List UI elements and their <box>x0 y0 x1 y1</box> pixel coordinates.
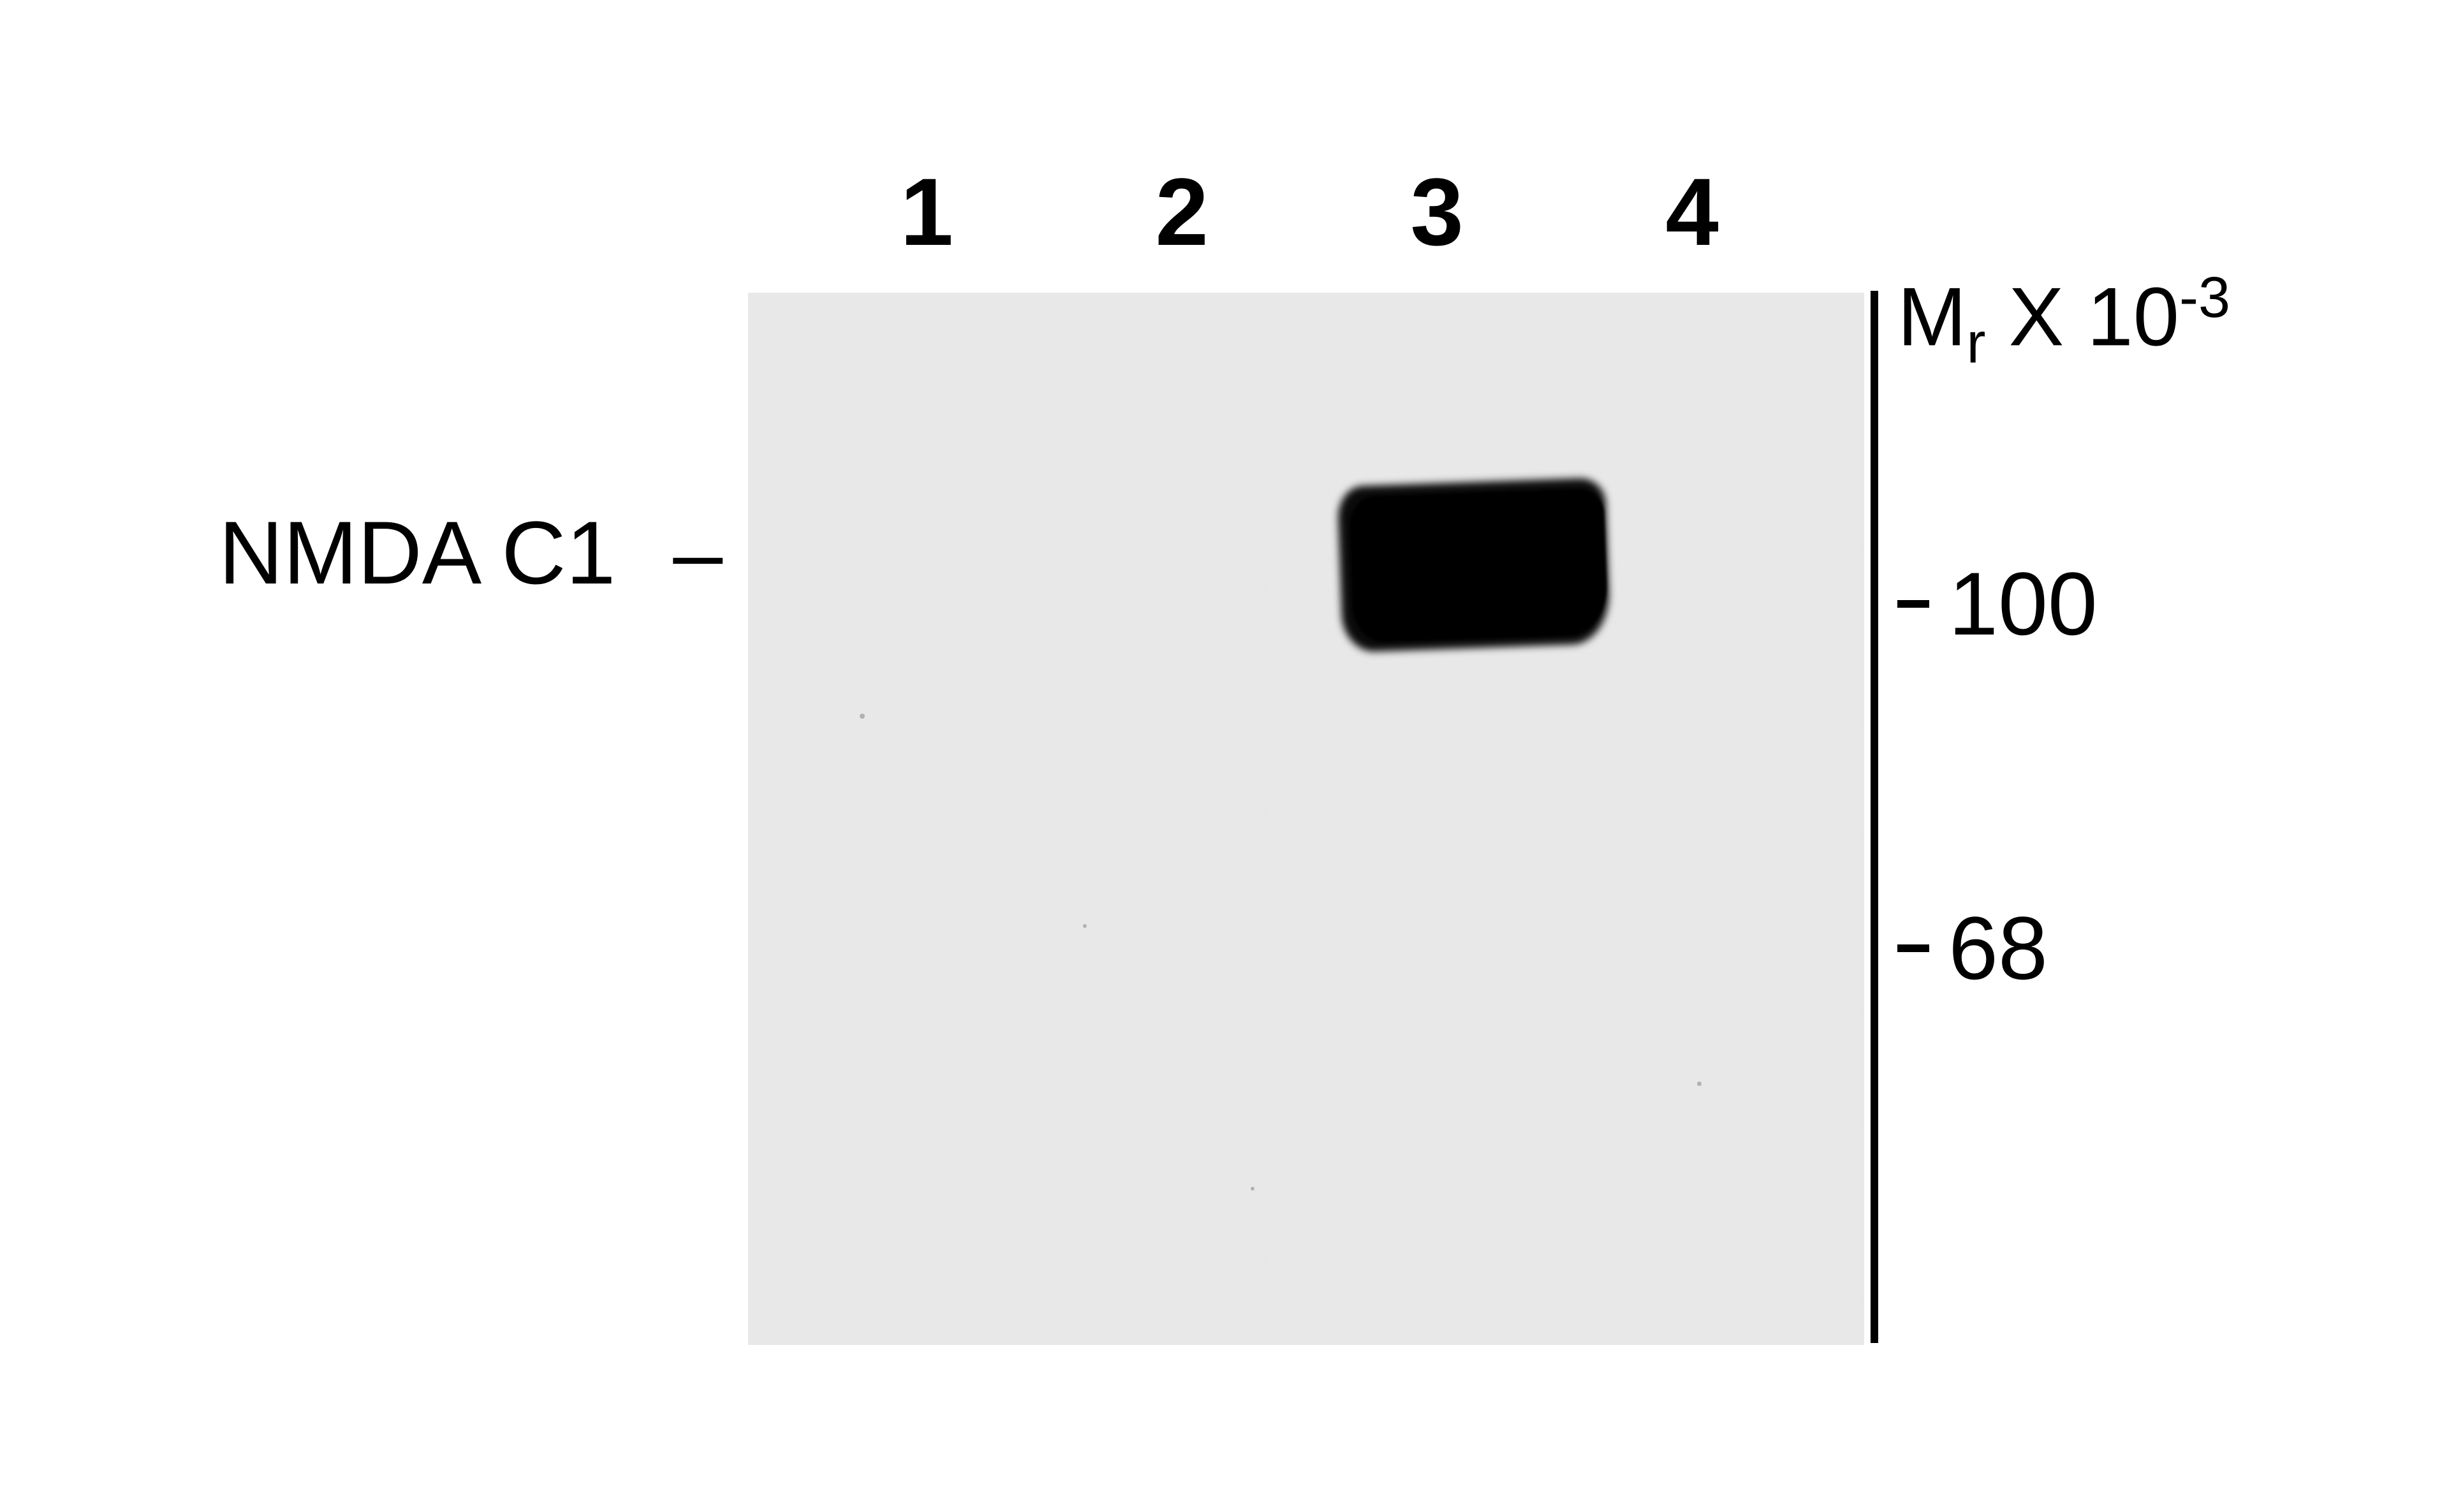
right-section: Mr X 10-3 100 68 <box>1871 157 2230 1356</box>
lane-header-3: 3 <box>1309 157 1564 267</box>
mr-sup: -3 <box>2179 266 2230 330</box>
mr-sub: r <box>1966 311 1985 375</box>
noise-speck <box>1697 1082 1702 1086</box>
protein-name-label: NMDA C1 <box>219 501 615 605</box>
mr-axis-label: Mr X 10-3 <box>1897 265 2230 376</box>
protein-position-dash: – <box>673 501 723 605</box>
western-blot-figure: NMDA C1 – 1 2 3 4 Mr X 10-3 100 <box>219 157 2230 1356</box>
marker-axis-bar <box>1871 291 1878 1343</box>
lane-headers-row: 1 2 3 4 <box>748 157 1871 267</box>
marker-value-68: 68 <box>1948 897 2048 1000</box>
marker-tick <box>1897 600 1929 608</box>
marker-value-100: 100 <box>1948 552 2098 656</box>
blot-membrane <box>748 293 1864 1345</box>
marker-tick <box>1897 944 1929 952</box>
protein-label-row: NMDA C1 – <box>219 501 723 605</box>
lane-header-1: 1 <box>799 157 1054 267</box>
mr-mult: X 10 <box>1985 270 2179 363</box>
noise-speck <box>860 714 865 719</box>
blot-area: 1 2 3 4 <box>748 157 1871 1345</box>
left-label-column: NMDA C1 – <box>219 157 748 605</box>
right-label-column: Mr X 10-3 100 68 <box>1878 157 2230 1356</box>
lane-header-2: 2 <box>1054 157 1309 267</box>
band-lane3-core <box>1348 488 1608 643</box>
marker-100-row: 100 <box>1897 552 2098 656</box>
lane-header-4: 4 <box>1564 157 1820 267</box>
noise-speck <box>1251 1187 1254 1191</box>
noise-speck <box>1083 924 1087 928</box>
marker-68-row: 68 <box>1897 897 2048 1000</box>
mr-prefix: M <box>1897 270 1966 363</box>
